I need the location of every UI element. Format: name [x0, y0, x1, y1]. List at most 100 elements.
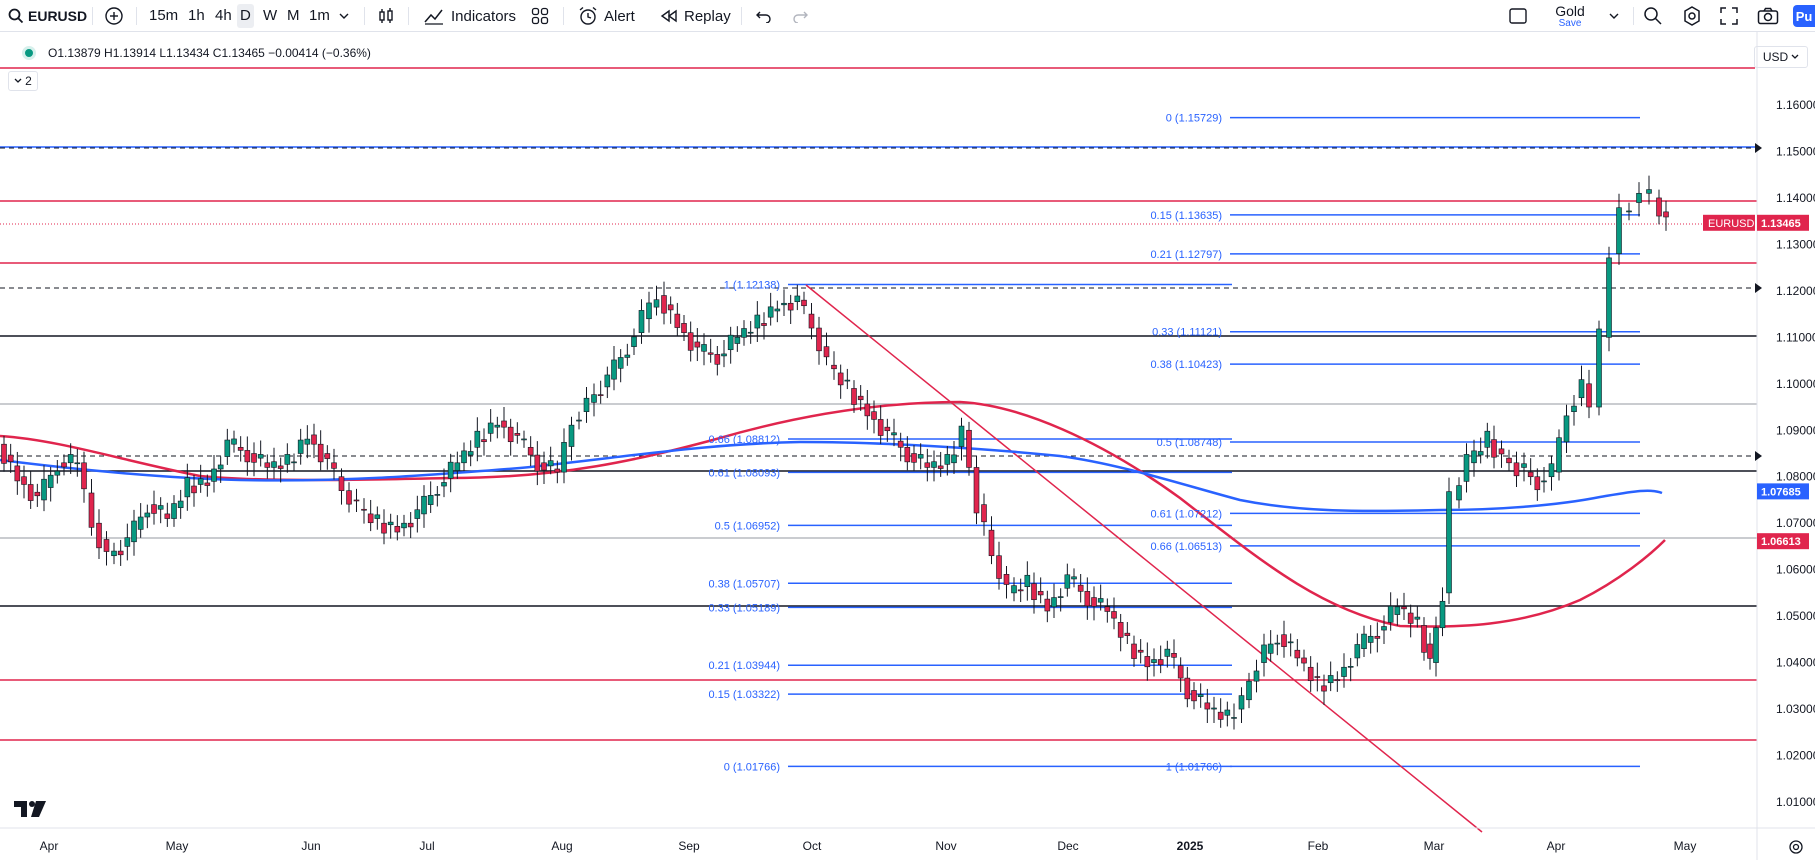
- currency-selector[interactable]: USD: [1754, 46, 1808, 68]
- candle: [103, 531, 110, 566]
- indicators-label: Indicators: [451, 7, 517, 25]
- undo-button[interactable]: [756, 0, 772, 32]
- price-tick: 1.14000: [1776, 191, 1815, 205]
- candle: [1381, 615, 1387, 645]
- candle: [1446, 477, 1452, 605]
- candle: [1646, 175, 1652, 205]
- interval-1h[interactable]: 1h: [188, 7, 205, 24]
- candle: [944, 446, 951, 476]
- fib-labels-right: 0 (1.15729) 0.15 (1.13635) 0.21 (1.12797) 0…: [1150, 113, 1222, 774]
- candle: [701, 333, 707, 366]
- candle: [441, 468, 447, 498]
- templates-button[interactable]: [531, 0, 549, 32]
- candle: [1091, 586, 1097, 621]
- candle: [317, 430, 324, 471]
- candle: [251, 442, 257, 477]
- candle: [217, 456, 224, 483]
- snapshot-button[interactable]: [1757, 0, 1779, 32]
- candles: [1, 175, 1669, 730]
- interval-4h[interactable]: 4h: [215, 7, 232, 24]
- candle: [884, 418, 891, 442]
- time-tick: Jun: [301, 839, 320, 853]
- time-tick: Mar: [1424, 839, 1445, 853]
- candle: [794, 284, 801, 311]
- candle: [1037, 577, 1044, 604]
- candle: [1274, 634, 1281, 656]
- interval-m[interactable]: M: [287, 7, 300, 24]
- time-axis: Apr May Jun Jul Aug Sep Oct Nov Dec 2025 Feb Mar Apr…: [40, 839, 1697, 853]
- time-tick: Aug: [551, 839, 572, 853]
- candle: [461, 442, 467, 472]
- candle: [1421, 617, 1427, 661]
- price-label-value: 1.07685: [1761, 486, 1801, 498]
- candle: [891, 418, 897, 447]
- candle: [1407, 604, 1414, 638]
- price-tick: 1.03000: [1776, 702, 1815, 716]
- redo-button[interactable]: [792, 0, 808, 32]
- chevron-down-icon: [14, 78, 22, 83]
- candle: [514, 422, 521, 444]
- candle: [14, 451, 21, 495]
- layout-button[interactable]: [1508, 0, 1528, 32]
- candle: [568, 416, 575, 461]
- compare-button[interactable]: [104, 0, 124, 32]
- candle: [131, 509, 137, 556]
- plan-button[interactable]: Gold Save: [1550, 0, 1590, 32]
- candle: [1157, 645, 1164, 674]
- candle: [741, 320, 747, 346]
- chart-type-button[interactable]: [377, 0, 395, 32]
- candle: [324, 445, 331, 470]
- fib-level-label: 0.5 (1.08748): [1157, 437, 1222, 449]
- candle: [1563, 404, 1570, 454]
- candle: [904, 436, 911, 471]
- candle: [1616, 193, 1622, 265]
- time-tick: Feb: [1308, 839, 1329, 853]
- candle: [1217, 698, 1224, 728]
- candle: [1111, 597, 1117, 630]
- candle: [1017, 578, 1024, 603]
- candle: [597, 380, 604, 404]
- candle: [694, 328, 701, 362]
- candle: [1184, 666, 1191, 708]
- indicators-button[interactable]: Indicators: [424, 0, 516, 32]
- chevron-down-icon: [1609, 13, 1619, 19]
- time-tick: Dec: [1057, 839, 1078, 853]
- indicators-collapse-button[interactable]: 2: [8, 71, 38, 91]
- price-label: EURUSD 1.13465: [1703, 214, 1809, 231]
- rewind-icon: [660, 9, 677, 23]
- interval-15m[interactable]: 15m: [149, 7, 179, 24]
- fib-level-label: 0.61 (1.07212): [1150, 508, 1222, 520]
- publish-button[interactable]: Pu: [1793, 5, 1815, 27]
- gear-icon: [1684, 6, 1700, 26]
- fullscreen-button[interactable]: [1720, 0, 1738, 32]
- candle: [1491, 425, 1497, 469]
- chart-settings-button[interactable]: [1788, 839, 1804, 860]
- time-tick: May: [1674, 839, 1697, 853]
- quick-search-button[interactable]: [1643, 0, 1663, 32]
- candle: [681, 315, 687, 342]
- symbol-search[interactable]: EURUSD: [8, 0, 87, 32]
- candle: [1117, 613, 1124, 652]
- replay-button[interactable]: Replay: [660, 0, 731, 32]
- fullscreen-icon: [1720, 7, 1738, 25]
- candle: [434, 486, 441, 507]
- tradingview-logo-icon: [14, 801, 46, 817]
- interval-dropdown[interactable]: [339, 0, 349, 32]
- settings-button[interactable]: [1682, 0, 1702, 32]
- price-label: 1.07685: [1757, 483, 1809, 500]
- candle: [204, 474, 211, 497]
- candle: [611, 346, 617, 391]
- plan-dropdown[interactable]: [1609, 0, 1619, 32]
- interval-1m[interactable]: 1m: [309, 7, 330, 24]
- candle: [88, 479, 95, 536]
- interval-w[interactable]: W: [263, 7, 278, 24]
- tradingview-logo[interactable]: [14, 800, 46, 823]
- alert-button[interactable]: Alert: [578, 0, 635, 32]
- candle: [137, 503, 144, 538]
- candle: [541, 451, 547, 485]
- interval-d[interactable]: D: [237, 4, 254, 28]
- time-tick: Oct: [803, 839, 822, 853]
- alert-marker: [1755, 283, 1762, 293]
- candle: [1031, 572, 1037, 614]
